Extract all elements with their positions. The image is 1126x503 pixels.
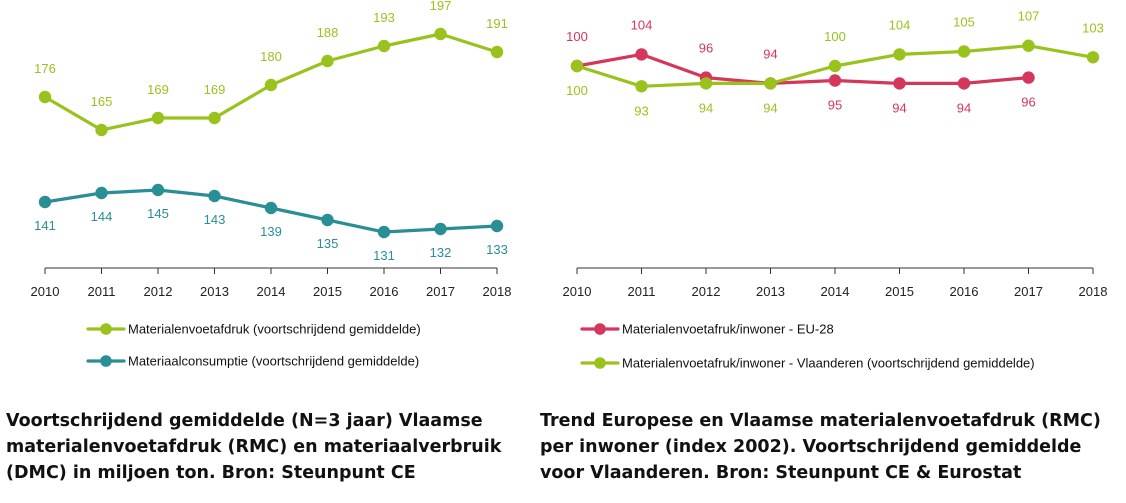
data-point <box>1022 71 1035 84</box>
data-label: 94 <box>763 46 777 61</box>
data-label: 104 <box>631 17 653 32</box>
data-label: 135 <box>317 236 339 251</box>
data-label: 132 <box>430 245 452 260</box>
series-line <box>575 52 1031 86</box>
x-tick-label: 2017 <box>426 284 455 299</box>
legend-marker <box>594 357 606 369</box>
data-label: 96 <box>1021 95 1035 110</box>
legend-label: Materialenvoetafruk/inwoner - EU-28 <box>622 322 834 337</box>
data-label: 188 <box>317 25 339 40</box>
data-point <box>151 111 165 125</box>
data-point <box>321 213 334 227</box>
data-point <box>764 77 777 90</box>
data-label: 105 <box>953 15 975 30</box>
data-label: 94 <box>892 100 906 115</box>
data-label: 131 <box>373 248 395 263</box>
x-tick-label: 2018 <box>1079 284 1108 299</box>
data-point <box>828 59 842 73</box>
legend-label: Materialenvoetafruk/inwoner - Vlaanderen… <box>622 356 1035 371</box>
x-tick-label: 2010 <box>563 284 592 299</box>
data-point <box>264 78 278 92</box>
data-point <box>699 77 713 90</box>
data-point <box>1086 51 1100 64</box>
data-label: 145 <box>147 206 169 221</box>
legend-label: Materiaalconsumptie (voortschrijdend gem… <box>128 354 419 369</box>
legend-label: Materialenvoetafdruk (voortschrijdend ge… <box>128 322 421 337</box>
data-label: 94 <box>699 100 713 115</box>
data-label: 94 <box>957 100 971 115</box>
chart-left: 2010 2011 2012 2013 2014 2015 2016 2017 2018 176 1… <box>31 0 512 369</box>
data-point <box>95 123 108 137</box>
data-label: 139 <box>260 224 282 239</box>
data-point <box>893 77 906 90</box>
data-label: 176 <box>34 61 56 76</box>
data-label: 144 <box>91 209 113 224</box>
x-tick-label: 2012 <box>144 284 173 299</box>
data-point <box>570 59 584 73</box>
data-label: 180 <box>260 49 282 64</box>
data-label: 93 <box>634 103 648 118</box>
data-label: 103 <box>1082 20 1104 35</box>
data-point <box>208 111 221 125</box>
data-point <box>828 74 842 87</box>
legend-marker <box>100 355 112 367</box>
data-point <box>490 45 504 59</box>
data-label: 100 <box>566 29 588 44</box>
data-point <box>95 186 108 200</box>
x-tick-label: 2011 <box>628 284 656 299</box>
data-label: 133 <box>486 242 508 257</box>
data-label: 96 <box>699 41 713 56</box>
chart-caption-right: Trend Europese en Vlaamse materialenvoet… <box>540 411 1101 483</box>
x-tick-label: 2010 <box>31 284 60 299</box>
data-point <box>893 48 906 61</box>
data-point <box>151 183 165 197</box>
data-point <box>377 39 391 53</box>
data-label: 197 <box>430 0 452 13</box>
x-tick-label: 2015 <box>313 284 342 299</box>
x-tick-label: 2016 <box>950 284 979 299</box>
x-tick-label: 2011 <box>88 284 116 299</box>
data-point <box>208 189 221 203</box>
data-label: 169 <box>204 82 226 97</box>
data-label: 104 <box>889 17 911 32</box>
data-point <box>321 54 334 68</box>
data-point <box>38 195 52 209</box>
x-tick-label: 2017 <box>1014 284 1043 299</box>
data-label: 193 <box>373 10 395 25</box>
data-label: 165 <box>91 94 113 109</box>
data-point <box>434 222 447 236</box>
data-point <box>38 90 52 104</box>
data-point <box>264 201 278 215</box>
data-point <box>635 48 648 61</box>
data-label: 191 <box>486 16 508 31</box>
data-point <box>635 80 648 93</box>
data-label: 100 <box>824 29 846 44</box>
data-label: 95 <box>828 98 842 113</box>
data-point <box>1022 39 1035 52</box>
data-point <box>377 225 391 239</box>
data-label: 107 <box>1018 9 1040 24</box>
data-label: 169 <box>147 82 169 97</box>
x-tick-label: 2013 <box>756 284 785 299</box>
x-tick-label: 2012 <box>692 284 721 299</box>
chart-caption-left: Voortschrijdend gemiddelde (N=3 jaar) Vl… <box>6 411 502 483</box>
data-label: 94 <box>763 100 777 115</box>
data-point <box>957 45 971 58</box>
x-tick-label: 2018 <box>483 284 512 299</box>
data-point <box>957 77 971 90</box>
x-tick-label: 2014 <box>821 284 850 299</box>
legend-marker <box>594 323 606 335</box>
data-label: 100 <box>566 83 588 98</box>
data-point <box>434 27 447 41</box>
data-label: 143 <box>204 212 226 227</box>
legend-marker <box>100 323 112 335</box>
data-point <box>490 219 504 233</box>
data-label: 141 <box>34 218 56 233</box>
x-tick-label: 2015 <box>885 284 914 299</box>
x-tick-label: 2014 <box>257 284 286 299</box>
x-tick-label: 2013 <box>200 284 229 299</box>
chart-right: 2010 2011 2012 2013 2014 2015 2016 2017 2018 100 1… <box>563 9 1108 371</box>
x-tick-label: 2016 <box>370 284 399 299</box>
